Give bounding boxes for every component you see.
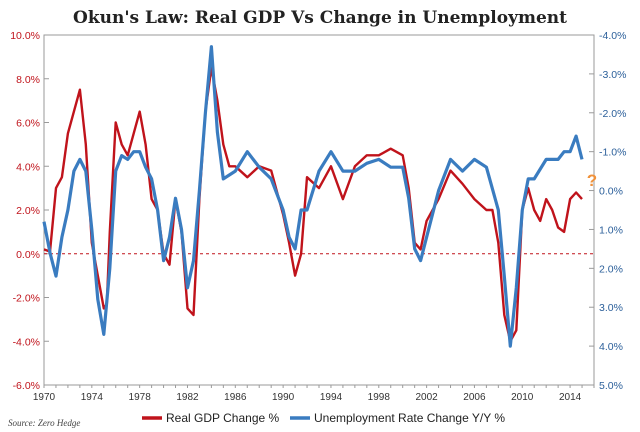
left-tick-label: 8.0% xyxy=(16,74,40,86)
left-tick-label: -2.0% xyxy=(13,293,40,305)
x-tick-label: 1998 xyxy=(368,392,391,403)
right-tick-label: 1.0% xyxy=(599,224,623,236)
left-axis: 10.0% 8.0% 6.0% 4.0% 2.0% 0.0% -2.0% -4.0% -6.0% xyxy=(10,30,49,392)
unemployment-series-line xyxy=(42,45,584,348)
question-mark-annotation: ? xyxy=(587,171,597,190)
left-tick-label: 10.0% xyxy=(10,30,40,42)
legend-gdp-label: Real GDP Change % xyxy=(166,411,280,425)
x-tick-label: 1982 xyxy=(176,392,199,403)
x-tick-label: 1986 xyxy=(224,392,247,403)
chart-title: Okun's Law: Real GDP Vs Change in Unempl… xyxy=(73,8,567,28)
left-tick-label: 0.0% xyxy=(16,249,40,261)
right-tick-label: 5.0% xyxy=(599,380,623,392)
x-axis: 1970 1974 1978 1982 1986 1990 1994 1998 2002 2006… xyxy=(33,385,595,403)
x-tick-label: 2010 xyxy=(511,392,534,403)
gdp-series-line xyxy=(43,66,583,343)
left-tick-label: -6.0% xyxy=(13,380,40,392)
right-tick-label: -1.0% xyxy=(599,147,626,159)
right-tick-label: 3.0% xyxy=(599,302,623,314)
left-tick-label: 2.0% xyxy=(16,205,40,217)
left-tick-label: 6.0% xyxy=(16,118,40,130)
x-tick-label: 1974 xyxy=(81,392,104,403)
right-tick-label: -2.0% xyxy=(599,108,626,120)
right-tick-label: 0.0% xyxy=(599,186,623,198)
x-tick-label: 2002 xyxy=(415,392,438,403)
x-tick-label: 1990 xyxy=(272,392,295,403)
x-tick-label: 2014 xyxy=(559,392,582,403)
left-tick-label: -4.0% xyxy=(13,336,40,348)
right-tick-label: -4.0% xyxy=(599,30,626,42)
left-tick-label: 4.0% xyxy=(16,161,40,173)
legend-unemployment-label: Unemployment Rate Change Y/Y % xyxy=(314,411,505,425)
right-tick-label: -3.0% xyxy=(599,69,626,81)
x-tick-label: 1978 xyxy=(129,392,152,403)
source-label: Source: Zero Hedge xyxy=(8,418,80,428)
x-tick-label: 1994 xyxy=(320,392,343,403)
x-tick-label: 1970 xyxy=(33,392,56,403)
right-axis: -4.0% -3.0% -2.0% -1.0% 0.0% 1.0% 2.0% 3.0% 4.0%… xyxy=(589,30,626,392)
right-tick-label: 2.0% xyxy=(599,263,623,275)
legend: Real GDP Change % Unemployment Rate Chan… xyxy=(142,411,505,425)
x-tick-label: 2006 xyxy=(463,392,486,403)
right-tick-label: 4.0% xyxy=(599,341,623,353)
